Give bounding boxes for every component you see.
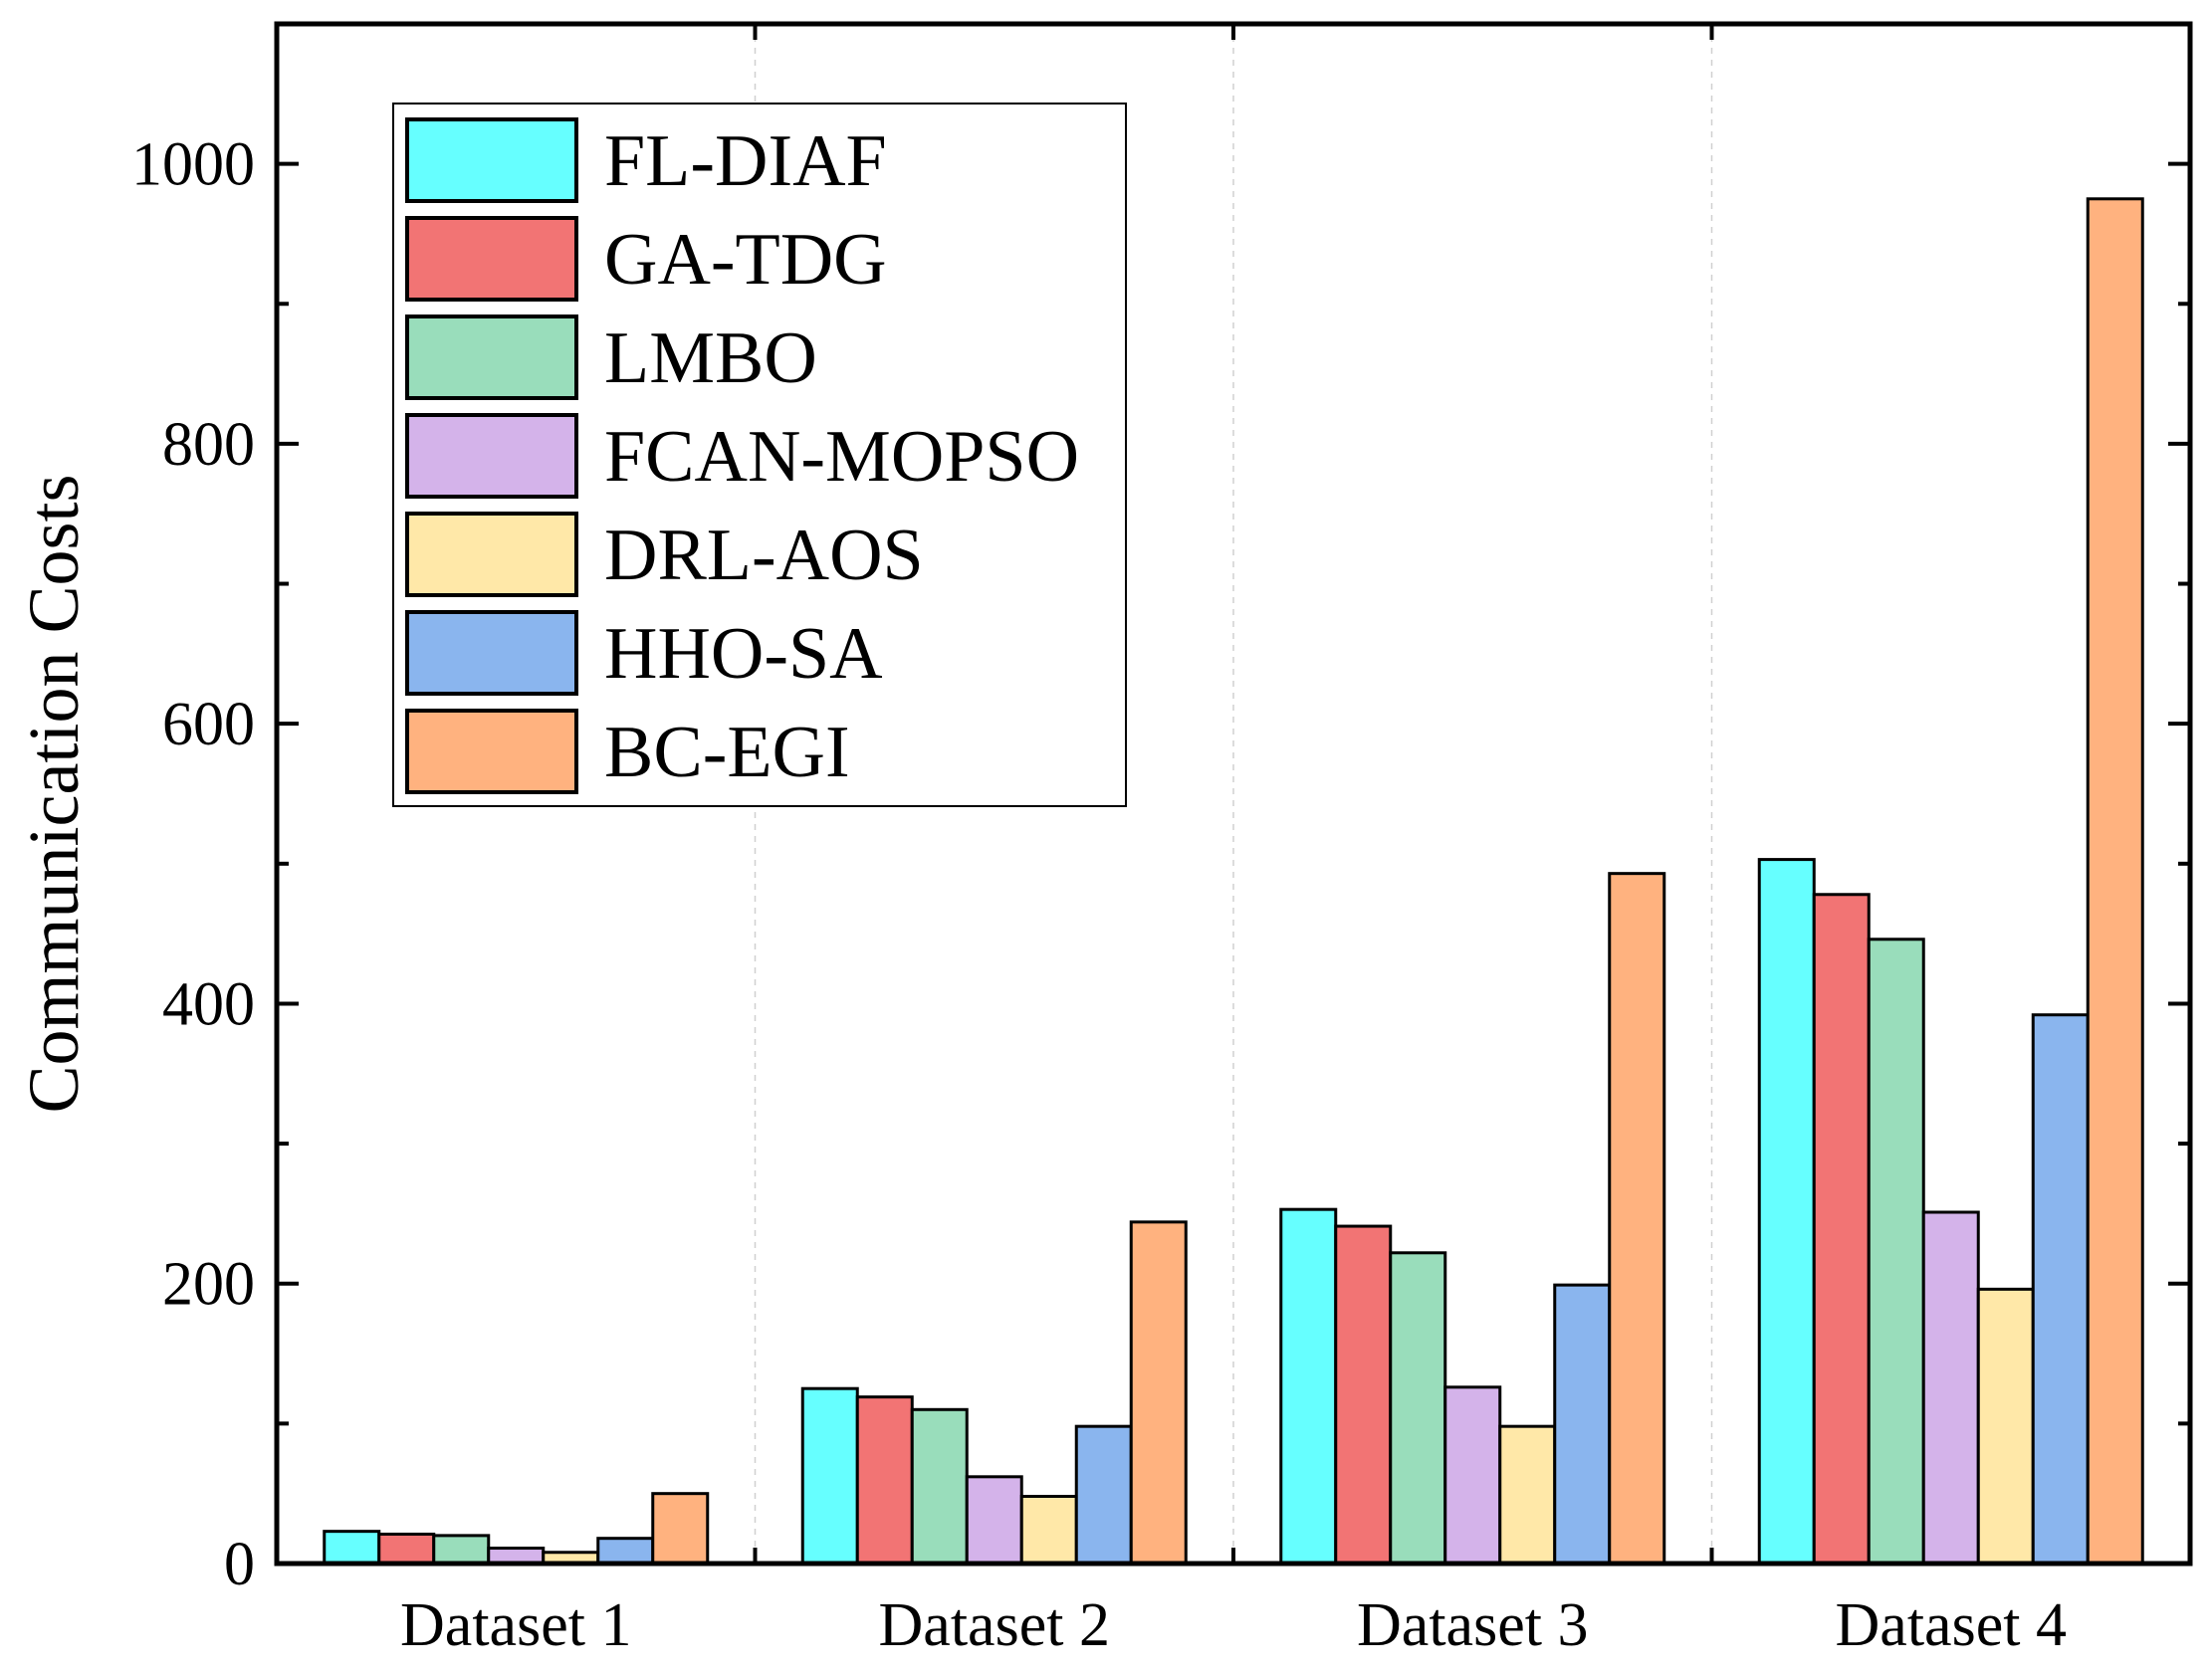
bar-bc-egi-dataset-2 <box>1129 1220 1188 1566</box>
bar-bc-egi-dataset-1 <box>651 1492 710 1566</box>
bar-lmbo-dataset-3 <box>1389 1251 1447 1566</box>
x-category-label: Dataset 3 <box>1357 1591 1588 1659</box>
legend-label: FL-DIAF <box>604 120 887 202</box>
legend-swatch <box>405 512 578 597</box>
x-category-label: Dataset 2 <box>879 1591 1110 1659</box>
bar-lmbo-dataset-2 <box>910 1407 969 1566</box>
bar-ga-tdg-dataset-2 <box>855 1395 914 1566</box>
legend-swatch <box>405 216 578 302</box>
y-tick-label: 0 <box>224 1531 255 1598</box>
bar-hho-sa-dataset-3 <box>1553 1283 1612 1566</box>
bar-fl-diaf-dataset-2 <box>800 1386 859 1566</box>
bar-bc-egi-dataset-3 <box>1608 872 1666 1566</box>
y-tick-label: 1000 <box>131 131 255 199</box>
legend-swatch <box>405 709 578 794</box>
legend-swatch <box>405 117 578 203</box>
legend-label: LMBO <box>604 317 817 399</box>
legend-label: HHO-SA <box>604 613 883 695</box>
bar-drl-aos-dataset-2 <box>1019 1494 1078 1566</box>
bar-lmbo-dataset-1 <box>432 1534 491 1566</box>
legend-label: DRL-AOS <box>604 515 924 596</box>
bar-fcan-mopso-dataset-2 <box>965 1475 1023 1566</box>
bar-hho-sa-dataset-4 <box>2031 1013 2090 1566</box>
x-category-label: Dataset 1 <box>400 1591 631 1659</box>
bar-fl-diaf-dataset-3 <box>1279 1207 1338 1566</box>
y-tick-label: 200 <box>162 1251 255 1319</box>
labels-layer: 0 200 400 600 800 1000 Dataset 1 Dataset 2 Datas… <box>14 131 2067 1659</box>
bar-bc-egi-dataset-4 <box>2086 197 2144 1566</box>
legend: FL-DIAF GA-TDG LMBO FCAN-MOPSO DRL-AOS HHO-SA… <box>392 103 1127 807</box>
bar-fcan-mopso-dataset-4 <box>1921 1210 1980 1566</box>
legend-label: BC-EGI <box>604 712 850 793</box>
bar-ga-tdg-dataset-4 <box>1812 893 1871 1566</box>
legend-swatch <box>405 610 578 696</box>
bars-layer <box>323 197 2144 1566</box>
bar-ga-tdg-dataset-1 <box>377 1532 436 1566</box>
y-axis-title: Communication Costs <box>14 474 94 1113</box>
y-tick-label: 800 <box>162 411 255 479</box>
bar-lmbo-dataset-4 <box>1867 938 1925 1566</box>
bar-drl-aos-dataset-4 <box>1976 1287 2035 1566</box>
legend-swatch <box>405 314 578 400</box>
bar-hho-sa-dataset-2 <box>1074 1424 1133 1566</box>
bar-drl-aos-dataset-3 <box>1498 1424 1557 1566</box>
bar-hho-sa-dataset-1 <box>596 1537 655 1566</box>
legend-label: GA-TDG <box>604 219 887 301</box>
bar-fcan-mopso-dataset-3 <box>1443 1385 1502 1566</box>
y-tick-label: 600 <box>162 691 255 758</box>
legend-swatch <box>405 413 578 499</box>
axes-layer <box>274 21 2193 1567</box>
bar-ga-tdg-dataset-3 <box>1334 1224 1393 1566</box>
legend-label: FCAN-MOPSO <box>604 416 1079 498</box>
bar-fl-diaf-dataset-1 <box>323 1530 381 1566</box>
bar-fl-diaf-dataset-4 <box>1757 858 1816 1566</box>
x-category-label: Dataset 4 <box>1836 1591 2067 1659</box>
y-tick-label: 400 <box>162 970 255 1038</box>
